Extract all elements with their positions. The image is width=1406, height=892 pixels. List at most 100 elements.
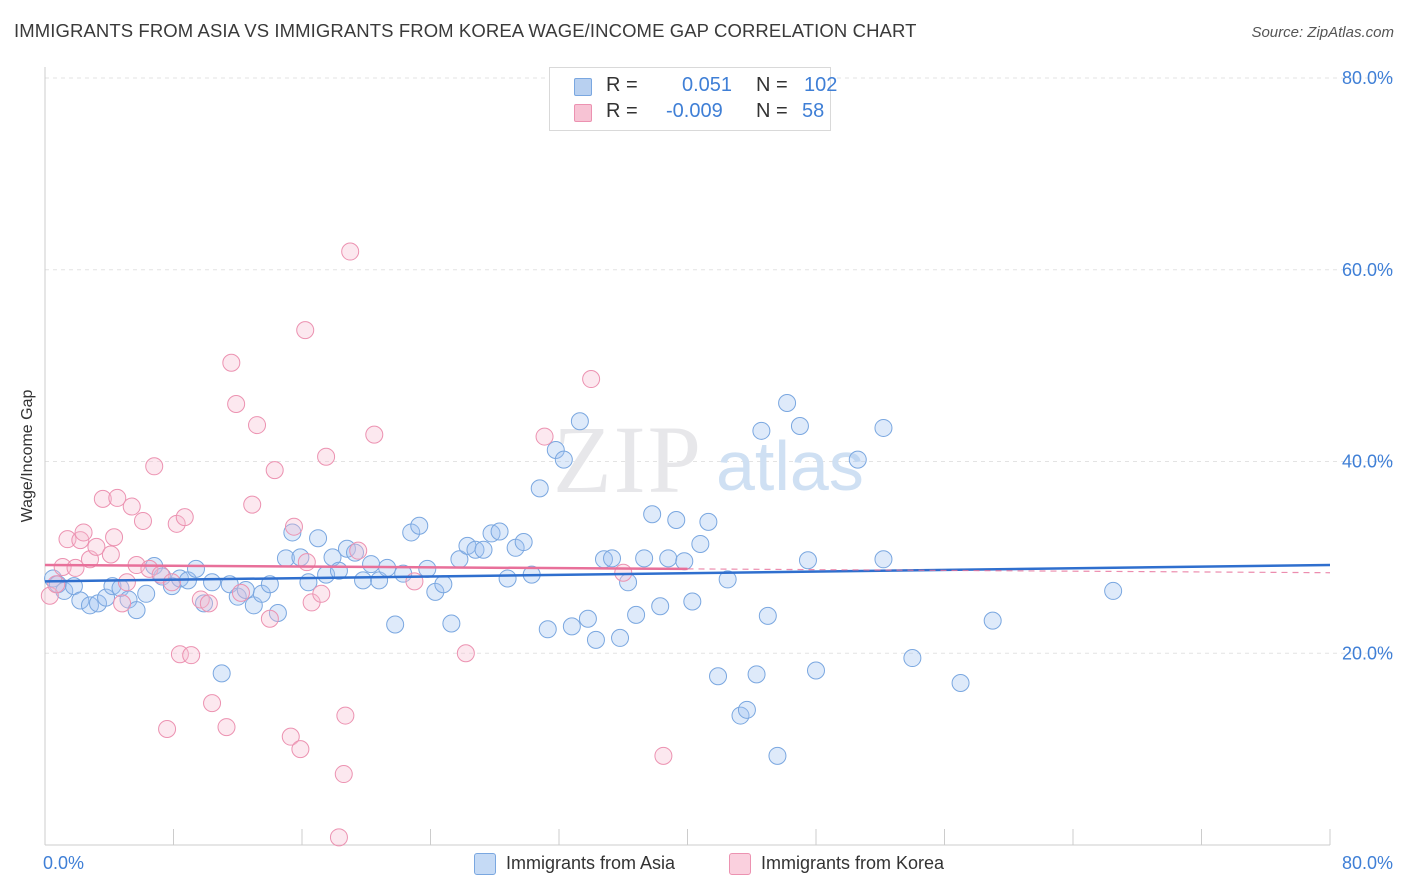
- asia-trend-line: [44, 563, 1331, 583]
- asia-point: [44, 569, 63, 588]
- asia-point: [410, 516, 429, 535]
- asia-point: [362, 555, 381, 574]
- asia-point: [675, 552, 694, 571]
- korea-point: [162, 573, 181, 592]
- asia-point: [309, 529, 328, 548]
- korea-point: [535, 427, 554, 446]
- asia-point: [691, 534, 710, 553]
- asia-point: [442, 614, 461, 633]
- legend-swatch-korea: [574, 104, 592, 122]
- bottom-legend-swatch-korea: [729, 853, 751, 875]
- asia-point: [71, 591, 90, 610]
- asia-point: [951, 673, 970, 692]
- korea-point: [248, 416, 267, 435]
- correlation-legend: R = 0.051 N = 102 R = -0.009 N = 58: [549, 67, 837, 131]
- korea-point: [281, 727, 300, 746]
- trend-lines: [44, 563, 1331, 583]
- legend-r-value: -0.009: [666, 100, 723, 122]
- bottom-legend-label-asia: Immigrants from Asia: [506, 853, 676, 873]
- korea-point: [108, 488, 127, 507]
- asia-point: [798, 551, 817, 570]
- data-points: [40, 242, 1123, 847]
- asia-point: [562, 617, 581, 636]
- korea-point: [227, 394, 246, 413]
- watermark-zip: ZIP: [553, 406, 703, 513]
- korea-point: [329, 828, 348, 847]
- asia-point: [752, 421, 771, 440]
- korea-point: [145, 457, 164, 476]
- korea-point: [654, 746, 673, 765]
- korea-point: [122, 497, 141, 516]
- bottom-legend-label-korea: Immigrants from Korea: [761, 853, 945, 873]
- asia-point: [434, 575, 453, 594]
- y-axis-label: Wage/Income Gap: [19, 389, 36, 523]
- korea-point: [260, 609, 279, 628]
- asia-point: [530, 479, 549, 498]
- legend-n-label: N =: [756, 74, 788, 96]
- grid-lines: [45, 77, 1393, 654]
- asia-point: [611, 628, 630, 647]
- korea-point: [66, 558, 85, 577]
- chart-title: IMMIGRANTS FROM ASIA VS IMMIGRANTS FROM …: [14, 20, 917, 41]
- y-tick-label: 40.0%: [1342, 452, 1393, 472]
- legend-r-value: 0.051: [682, 74, 733, 96]
- korea-point: [312, 584, 331, 603]
- asia-point: [874, 550, 893, 569]
- korea-point: [113, 594, 132, 613]
- chart-source: Source: ZipAtlas.com: [1251, 24, 1394, 41]
- asia-point: [386, 615, 405, 634]
- asia-point: [699, 512, 718, 531]
- legend-n-label: N =: [756, 100, 788, 122]
- korea-point: [87, 537, 106, 556]
- korea-point: [182, 646, 201, 665]
- asia-point: [848, 450, 867, 469]
- korea-point: [222, 353, 241, 372]
- asia-point: [1104, 581, 1123, 600]
- korea-point: [58, 530, 77, 549]
- asia-point: [807, 661, 825, 680]
- asia-point: [538, 620, 557, 639]
- asia-point: [874, 418, 893, 437]
- asia-point: [667, 510, 686, 529]
- asia-point: [603, 549, 622, 568]
- asia-point: [354, 571, 373, 590]
- legend-swatch-asia: [574, 78, 592, 96]
- asia-point: [570, 412, 589, 431]
- korea-point: [74, 523, 93, 542]
- asia-point: [346, 543, 365, 562]
- asia-point: [718, 570, 737, 589]
- legend-r-label: R =: [606, 100, 638, 122]
- tick-labels: 20.0% 40.0% 60.0% 80.0% 0.0% 80.0%: [43, 68, 1393, 873]
- asia-point: [758, 606, 777, 625]
- korea-trend-line: [44, 563, 688, 571]
- korea-point: [158, 719, 177, 738]
- legend-n-value: 58: [802, 100, 825, 122]
- korea-point: [297, 553, 316, 572]
- asia-point: [578, 609, 597, 628]
- korea-point: [203, 694, 222, 713]
- asia-point: [627, 605, 646, 624]
- asia-point: [212, 664, 231, 683]
- korea-point: [365, 425, 384, 444]
- asia-point: [474, 540, 493, 559]
- asia-point: [683, 592, 702, 611]
- korea-point: [40, 586, 59, 605]
- asia-point: [983, 611, 1002, 630]
- asia-point: [709, 667, 728, 686]
- korea-point: [133, 511, 152, 530]
- korea-point: [582, 370, 601, 389]
- asia-point: [186, 559, 205, 578]
- legend-r-label: R =: [606, 74, 638, 96]
- korea-trend-extension: [687, 568, 1331, 574]
- asia-point: [778, 394, 797, 413]
- asia-point: [643, 505, 662, 524]
- korea-point: [349, 541, 368, 560]
- asia-point: [514, 533, 533, 552]
- korea-point: [105, 528, 124, 547]
- korea-point: [284, 517, 303, 536]
- korea-point: [53, 557, 72, 576]
- asia-point: [260, 575, 279, 594]
- x-tick-label: 80.0%: [1342, 853, 1393, 873]
- watermark: ZIP atlas: [553, 406, 864, 513]
